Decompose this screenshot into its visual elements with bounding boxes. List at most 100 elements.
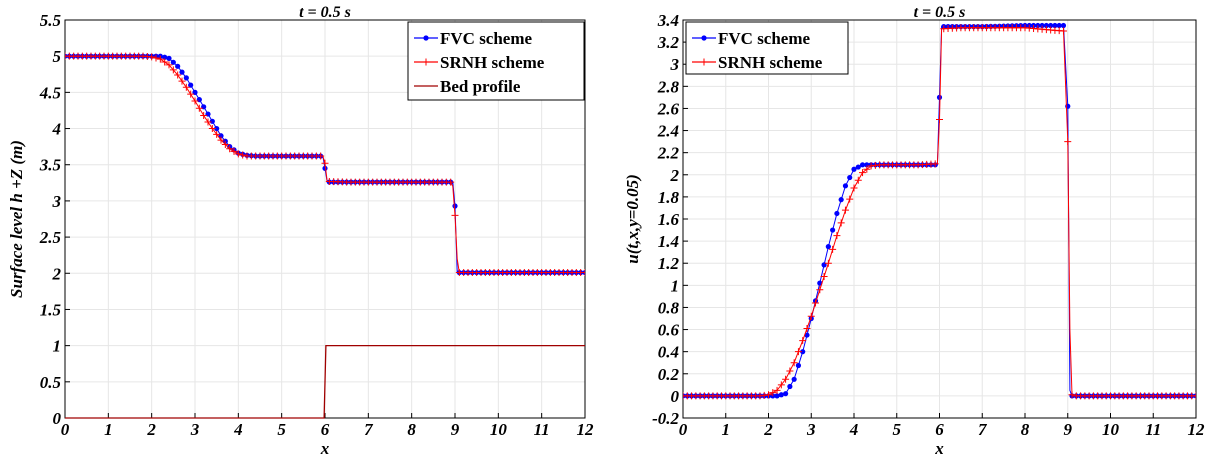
x-tick-label: 8 (407, 420, 416, 439)
legend: FVC scheme SRNH scheme Bed profile (407, 21, 585, 101)
legend-item: FVC scheme (692, 29, 811, 48)
data-point (175, 63, 181, 69)
data-point (859, 162, 866, 168)
data-point (850, 184, 858, 192)
data-point (837, 219, 845, 227)
grid (682, 19, 1197, 419)
y-axis-title: u(t,x,y=0.05) (623, 174, 642, 263)
y-tick-label: 5.5 (40, 11, 62, 30)
data-point (847, 174, 853, 181)
data-point (829, 245, 837, 253)
data-point (165, 61, 173, 69)
y-tick-label: 2.2 (657, 144, 680, 163)
x-tick-label: 4 (233, 420, 243, 439)
data-point (777, 381, 785, 389)
data-point (152, 54, 160, 62)
data-point (833, 232, 841, 240)
data-point (769, 389, 777, 397)
y-tick-label: 1 (671, 276, 680, 295)
data-point (803, 324, 811, 332)
data-point (1056, 22, 1062, 29)
data-point (790, 359, 798, 367)
data-point (451, 211, 459, 219)
y-tick-label: 2.5 (39, 228, 62, 247)
y-tick-label: 2 (670, 166, 680, 185)
x-tick-label: 0 (61, 420, 70, 439)
data-point (581, 269, 585, 277)
data-point (794, 348, 802, 356)
data-point (321, 159, 329, 167)
data-point (804, 332, 810, 338)
data-point (1048, 22, 1054, 29)
x-tick-label: 11 (1145, 420, 1161, 439)
y-tick-label: 1.5 (40, 300, 62, 319)
x-tick-label: 2 (146, 420, 156, 439)
data-point (859, 169, 867, 177)
data-point (1192, 392, 1196, 400)
x-tick-label: 7 (978, 420, 988, 439)
data-point (838, 197, 844, 203)
x-tick-label: 4 (849, 420, 859, 439)
data-point (209, 118, 215, 124)
y-tick-label: 4.5 (39, 83, 62, 102)
legend: FVC scheme SRNH scheme (685, 21, 849, 75)
legend-item: SRNH scheme (692, 53, 823, 72)
y-tick-label: 1.6 (658, 210, 680, 229)
y-tick-label: 0.4 (658, 343, 679, 362)
data-point (213, 130, 221, 138)
data-point (179, 69, 185, 75)
data-point (230, 147, 238, 155)
y-tick-label: 1.8 (658, 188, 680, 207)
data-point (863, 165, 871, 173)
data-point (166, 55, 172, 61)
x-tick-label: 6 (935, 420, 944, 439)
data-point (1064, 138, 1072, 146)
data-point (791, 376, 797, 382)
y-tick-label: 3 (670, 55, 680, 74)
data-point (217, 136, 225, 144)
data-point (931, 160, 939, 168)
data-point (855, 164, 861, 170)
data-point (854, 176, 862, 184)
data-point (842, 183, 849, 189)
data-point (148, 53, 156, 61)
y-tick-label: 2 (52, 264, 62, 283)
data-point (195, 104, 203, 112)
data-point (800, 349, 806, 355)
x-tick-label: 10 (490, 420, 508, 439)
y-tick-label: 0.8 (658, 298, 680, 317)
data-point (183, 75, 189, 81)
legend-box (685, 21, 849, 75)
x-axis-title: x (934, 439, 944, 458)
data-point (169, 66, 177, 74)
x-tick-label: 1 (722, 420, 731, 439)
data-point (1059, 27, 1067, 35)
data-point (834, 210, 840, 217)
y-tick-label: 0 (53, 409, 62, 428)
data-point (178, 77, 186, 85)
x-tick-label: 3 (190, 420, 200, 439)
data-point (239, 151, 247, 159)
series-area (65, 52, 585, 419)
x-tick-label: 9 (1064, 420, 1073, 439)
legend-label: SRNH scheme (440, 53, 545, 72)
data-point (191, 97, 199, 105)
data-point (830, 227, 836, 233)
y-tick-label: 4 (52, 120, 62, 139)
data-point (187, 90, 195, 98)
y-tick-label: 5 (53, 47, 62, 66)
data-point (841, 206, 849, 214)
series-line (65, 344, 585, 419)
legend-marker (422, 58, 430, 66)
x-tick-label: 11 (534, 420, 550, 439)
data-point (782, 375, 790, 383)
legend-item: Bed profile (414, 77, 521, 96)
data-point (867, 162, 875, 170)
y-tick-label: 3.5 (39, 156, 62, 175)
data-point (778, 392, 784, 398)
data-point (825, 244, 831, 250)
data-point (1043, 22, 1049, 29)
left-chart: 0 1 2 3 4 5 6 7 8 9 10 11 1200.511.522.533.544.555.5… (7, 4, 594, 458)
legend-item: SRNH scheme (414, 53, 545, 72)
data-point (773, 386, 781, 394)
